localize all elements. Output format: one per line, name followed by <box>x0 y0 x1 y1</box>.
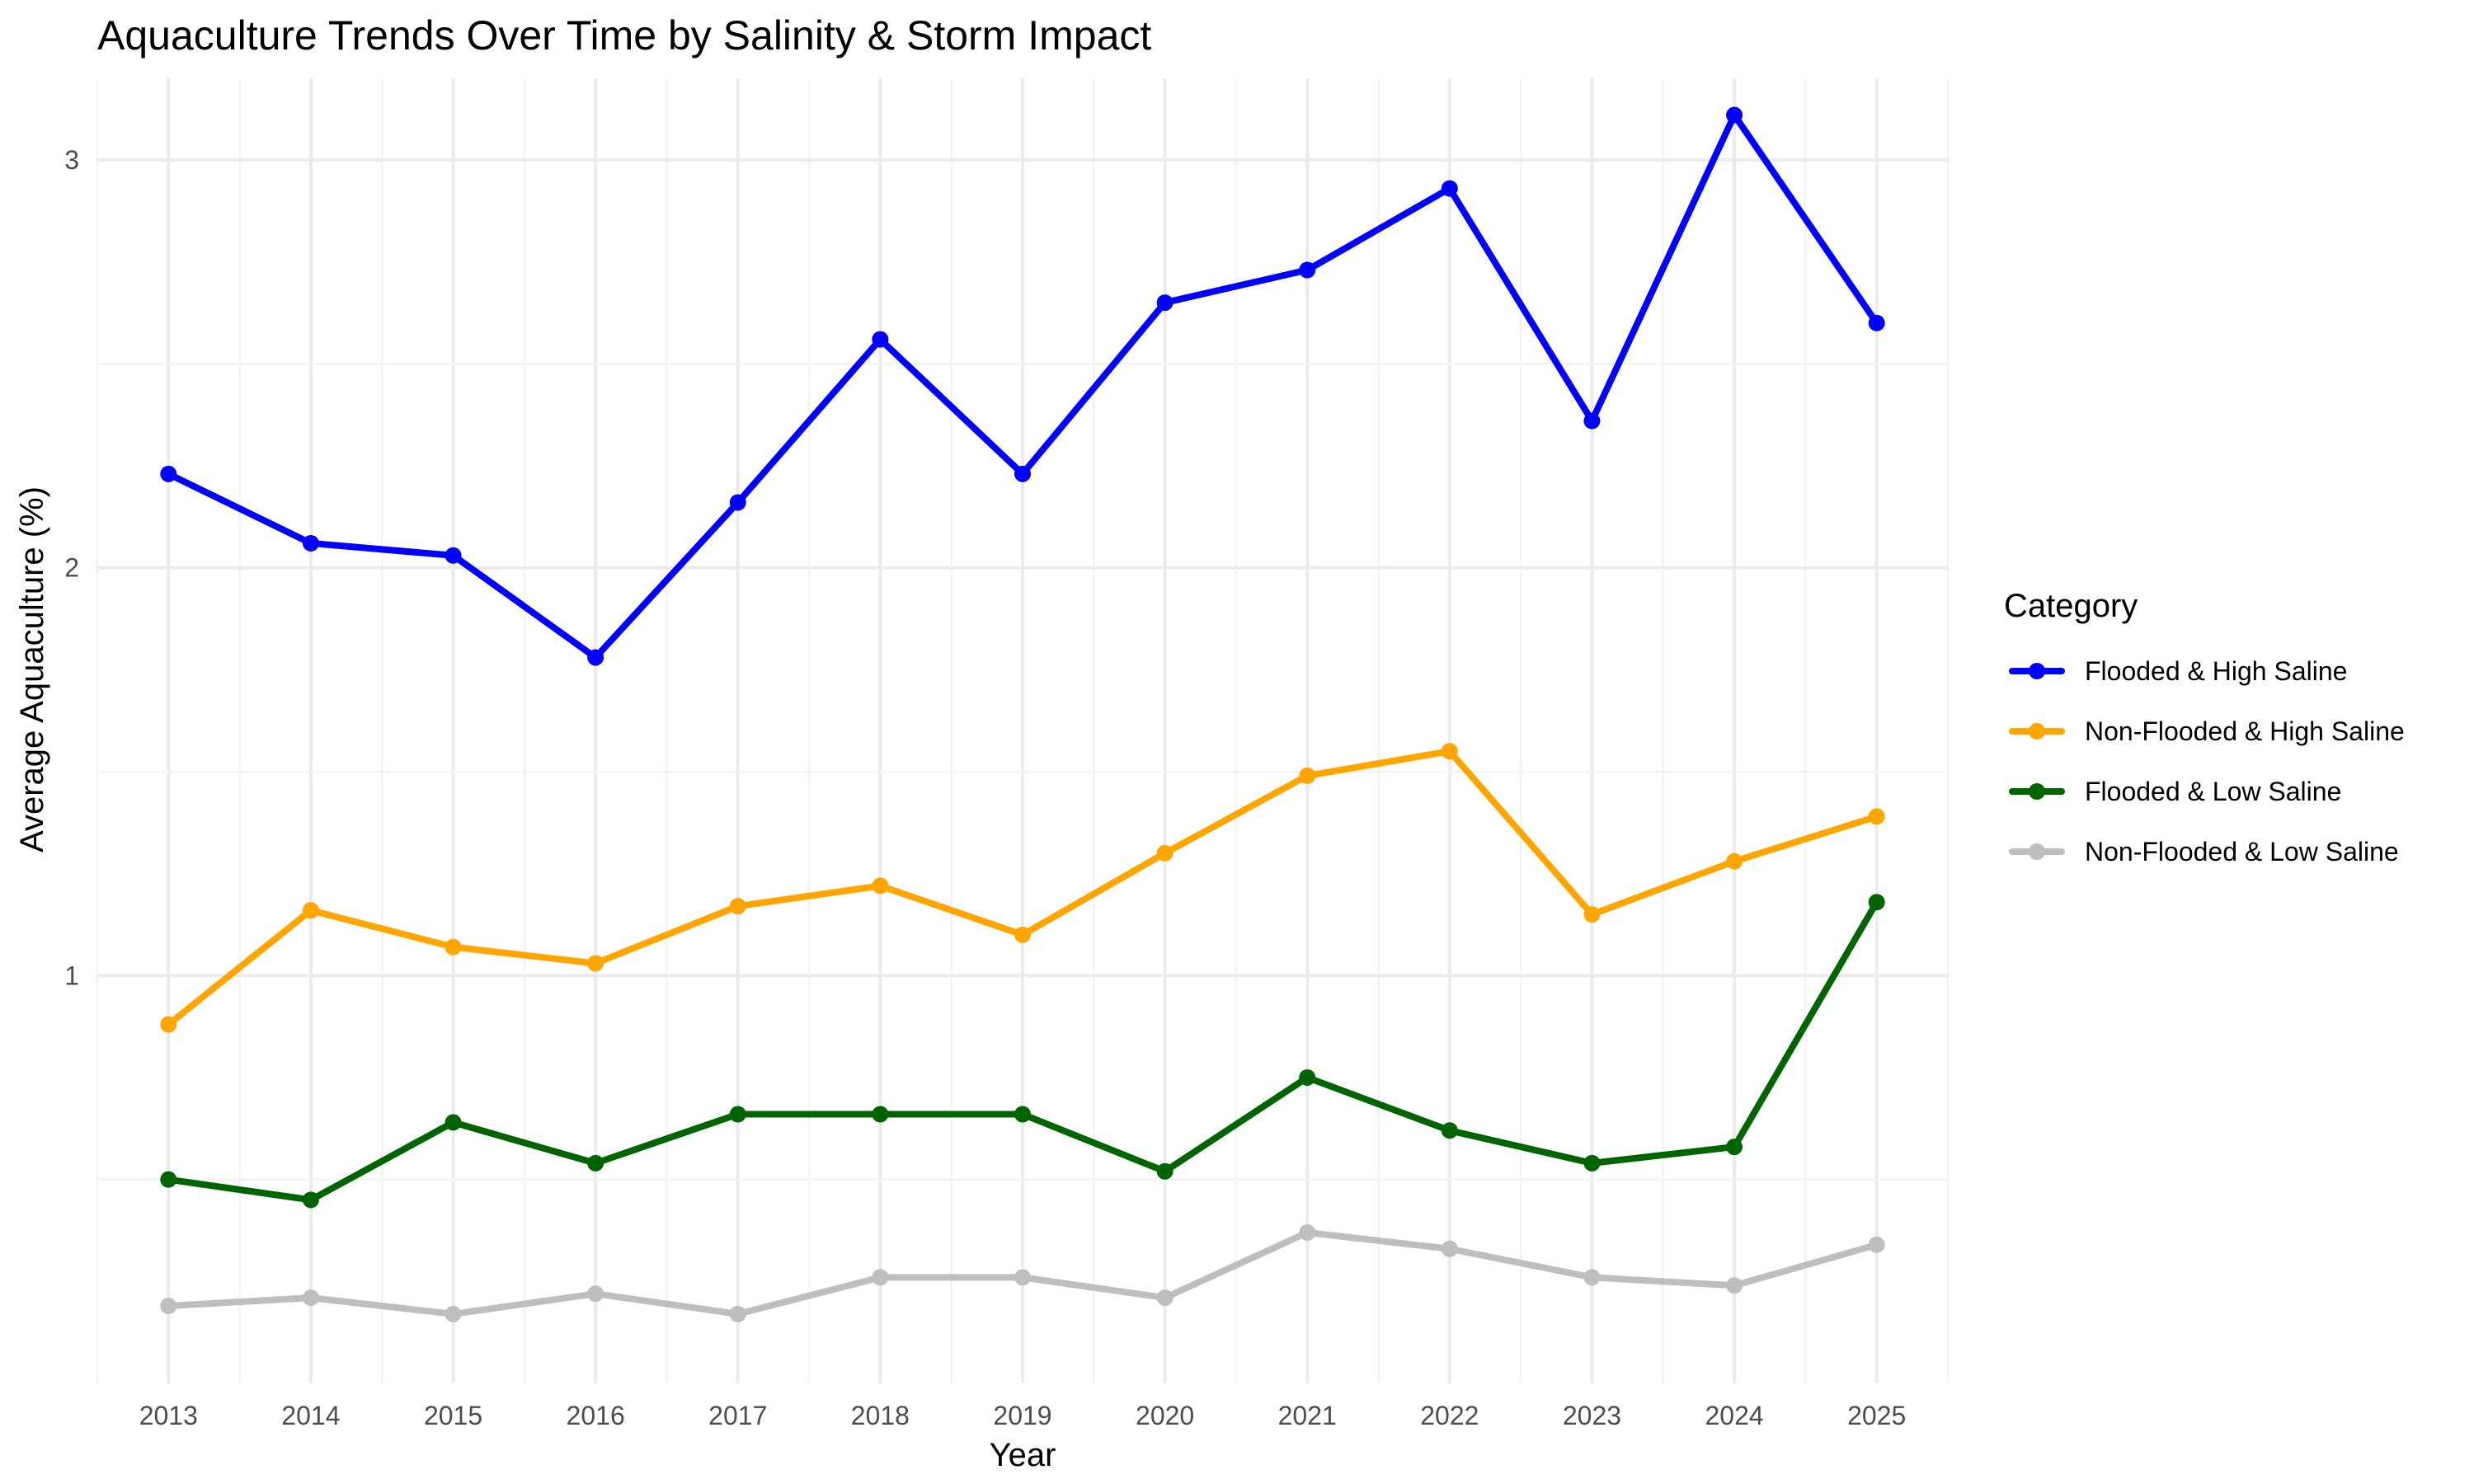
data-point <box>1299 1223 1316 1241</box>
x-tick-label: 2016 <box>567 1401 625 1430</box>
y-tick-label: 3 <box>64 145 79 175</box>
data-point <box>1299 1068 1316 1086</box>
data-point <box>872 331 889 348</box>
data-point <box>1583 1154 1601 1172</box>
legend-key-point <box>2029 843 2045 860</box>
data-point <box>1014 926 1031 943</box>
x-tick-label: 2013 <box>139 1401 198 1430</box>
data-point <box>587 1154 604 1172</box>
x-axis-title: Year <box>990 1437 1056 1473</box>
series-4 <box>160 1223 1885 1322</box>
legend-item: Flooded & Low Saline <box>2009 777 2341 806</box>
data-point <box>444 1114 462 1131</box>
data-point <box>872 1106 889 1123</box>
x-tick-label: 2021 <box>1278 1401 1337 1430</box>
data-point <box>1583 1269 1601 1286</box>
data-point <box>444 938 462 956</box>
x-tick-label: 2022 <box>1420 1401 1479 1430</box>
legend-title: Category <box>2004 588 2138 624</box>
x-tick-labels: 2013 2014 2015 2016 2017 2018 2019 2020 2021 2022… <box>139 1401 1907 1430</box>
data-point <box>1299 767 1316 784</box>
data-point <box>1156 294 1174 312</box>
data-point <box>160 1298 177 1315</box>
legend-key-point <box>2029 783 2045 800</box>
x-tick-label: 2015 <box>424 1401 482 1430</box>
data-point <box>729 1106 746 1123</box>
data-point <box>302 1191 319 1209</box>
series-group <box>160 106 1885 1322</box>
x-tick-label: 2020 <box>1136 1401 1194 1430</box>
data-point <box>1014 465 1031 482</box>
legend-label: Non-Flooded & High Saline <box>2085 716 2405 746</box>
data-point <box>1441 180 1458 197</box>
data-point <box>444 1305 462 1322</box>
data-point <box>160 465 177 482</box>
data-point <box>1726 1277 1743 1294</box>
data-point <box>587 1285 604 1303</box>
data-point <box>1441 743 1458 760</box>
data-point <box>872 1269 889 1286</box>
data-point <box>1868 808 1885 825</box>
y-tick-label: 2 <box>64 553 79 583</box>
legend: Category Flooded & High Saline Non-Floode… <box>2004 588 2405 866</box>
data-point <box>1299 261 1316 279</box>
series-3 <box>160 894 1885 1209</box>
data-point <box>1156 844 1174 862</box>
data-point <box>729 494 746 511</box>
data-point <box>302 534 319 552</box>
data-point <box>1868 894 1885 911</box>
x-tick-label: 2018 <box>851 1401 910 1430</box>
data-point <box>444 547 462 564</box>
data-point <box>302 1289 319 1307</box>
data-point <box>1014 1106 1031 1123</box>
data-point <box>872 877 889 895</box>
chart-title: Aquaculture Trends Over Time by Salinity… <box>97 12 1151 59</box>
data-point <box>1441 1122 1458 1139</box>
y-tick-label: 1 <box>64 960 79 990</box>
x-tick-label: 2014 <box>281 1401 340 1430</box>
y-tick-labels: 1 2 3 <box>64 145 79 990</box>
x-tick-label: 2024 <box>1705 1401 1763 1430</box>
legend-label: Flooded & Low Saline <box>2085 777 2341 806</box>
legend-item: Non-Flooded & High Saline <box>2009 716 2405 746</box>
legend-item: Non-Flooded & Low Saline <box>2009 837 2399 866</box>
x-tick-label: 2019 <box>993 1401 1051 1430</box>
data-point <box>1868 1236 1885 1253</box>
data-point <box>1014 1269 1031 1286</box>
data-point <box>1156 1162 1174 1180</box>
data-point <box>729 898 746 915</box>
y-axis-title: Average Aquaculture (%) <box>14 486 50 852</box>
data-point <box>1156 1289 1174 1307</box>
data-point <box>160 1016 177 1033</box>
data-point <box>160 1171 177 1188</box>
legend-key-point <box>2029 663 2045 679</box>
series-1 <box>160 106 1885 666</box>
series-2 <box>160 743 1885 1033</box>
legend-label: Flooded & High Saline <box>2085 656 2347 686</box>
x-tick-label: 2017 <box>708 1401 767 1430</box>
legend-key-point <box>2029 723 2045 740</box>
data-point <box>1441 1240 1458 1257</box>
data-point <box>729 1305 746 1322</box>
data-point <box>1726 106 1743 124</box>
data-point <box>302 902 319 919</box>
x-tick-label: 2023 <box>1563 1401 1621 1430</box>
legend-label: Non-Flooded & Low Saline <box>2085 837 2399 866</box>
data-point <box>1583 412 1601 430</box>
data-point <box>1726 1139 1743 1156</box>
data-point <box>1868 314 1885 331</box>
data-point <box>587 649 604 666</box>
legend-items: Flooded & High Saline Non-Flooded & High … <box>2009 656 2405 866</box>
data-point <box>587 955 604 972</box>
grid <box>96 78 1950 1383</box>
x-tick-label: 2025 <box>1847 1401 1906 1430</box>
legend-item: Flooded & High Saline <box>2009 656 2347 686</box>
data-point <box>1726 852 1743 870</box>
data-point <box>1583 906 1601 923</box>
